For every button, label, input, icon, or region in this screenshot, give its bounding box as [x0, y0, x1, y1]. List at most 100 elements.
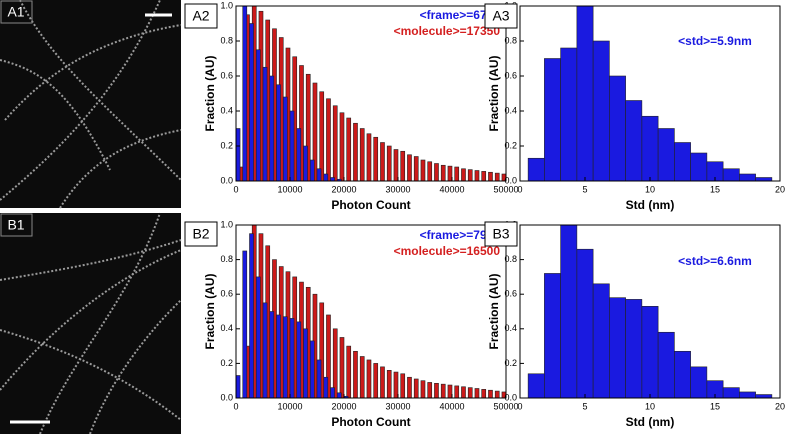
bar [657, 128, 675, 182]
x-tick-label: 30000 [385, 184, 410, 194]
bar [722, 168, 740, 182]
bar [323, 376, 329, 399]
bar [282, 96, 288, 182]
y-axis-label: Fraction (AU) [487, 56, 501, 132]
bar [440, 164, 446, 182]
bar [332, 105, 338, 182]
bar [366, 133, 372, 182]
bar [309, 340, 315, 399]
y-axis-label: Fraction (AU) [203, 274, 217, 350]
y-tick-label: 0.2 [504, 140, 517, 150]
bar [413, 378, 419, 399]
bar [461, 168, 466, 182]
y-tick-label: 1.0 [220, 0, 233, 10]
bar [690, 366, 708, 399]
bar [262, 302, 268, 399]
x-tick-label: 5 [582, 401, 587, 411]
bar [461, 386, 466, 399]
bar [609, 297, 626, 399]
bar [296, 321, 302, 399]
bar [407, 154, 412, 182]
y-tick-label: 0.2 [504, 358, 517, 368]
bar [413, 156, 419, 182]
bar [488, 171, 493, 182]
bar [454, 385, 460, 399]
bar [641, 115, 659, 182]
bar [269, 311, 275, 399]
x-tick-label: 50000 [493, 401, 518, 411]
bar [447, 384, 453, 399]
bar [303, 328, 308, 399]
y-tick-label: 0.8 [504, 35, 517, 45]
plot-frame [235, 5, 507, 182]
annotation: <std>=6.6nm [678, 254, 752, 268]
x-tick-label: 40000 [439, 401, 464, 411]
bar [674, 142, 691, 182]
x-axis-label: Photon Count [331, 415, 410, 429]
bar [326, 98, 331, 182]
bar [544, 58, 561, 182]
bar [576, 248, 594, 399]
x-tick-label: 20000 [331, 401, 356, 411]
x-tick-label: 15 [710, 401, 720, 411]
y-tick-label: 0.6 [220, 70, 233, 80]
bar [481, 389, 487, 399]
image-label: B1 [7, 217, 24, 233]
bar [755, 394, 773, 399]
y-tick-label: 0.0 [220, 175, 233, 185]
bar [609, 75, 626, 182]
panel-label-box [184, 221, 218, 247]
bar [373, 363, 379, 399]
y-tick-label: 0.0 [504, 392, 517, 402]
bar [366, 359, 372, 399]
x-tick-label: 50000 [493, 184, 518, 194]
x-tick-label: 40000 [439, 184, 464, 194]
bar [400, 373, 406, 399]
bar [235, 375, 241, 399]
y-tick-label: 0.0 [220, 392, 233, 402]
bar [336, 392, 342, 399]
histogram-panel: 0.0 0.2 0.4 0.6 0.8 1.0 0 10000 20000 30000 40000 5… [184, 219, 519, 429]
y-tick-label: 0.4 [504, 105, 517, 115]
y-tick-label: 0.8 [504, 254, 517, 264]
histogram-panel: 0.0 0.2 0.4 0.6 0.8 1.0 0 10000 20000 30000 40000 5… [184, 0, 519, 212]
panel-label-box [484, 221, 518, 247]
bar [722, 387, 740, 399]
x-axis-label: Photon Count [331, 198, 410, 212]
y-axis-label: Fraction (AU) [203, 56, 217, 132]
bar [474, 388, 480, 399]
x-tick-label: 10 [645, 401, 655, 411]
bar [427, 382, 433, 399]
y-tick-label: 0.6 [220, 289, 233, 299]
panel-label: B2 [192, 226, 209, 242]
annotation: <molecule>=17350 [394, 24, 501, 38]
bar [346, 345, 352, 399]
bar [242, 5, 248, 182]
bar [494, 390, 500, 399]
bar [323, 173, 329, 182]
bar [400, 150, 406, 182]
bar [755, 177, 773, 182]
bar [592, 283, 610, 399]
y-tick-label: 0.4 [220, 323, 233, 333]
bar [276, 314, 281, 399]
bar [276, 84, 281, 182]
bar [249, 233, 254, 399]
bar [739, 173, 756, 182]
bar [249, 23, 254, 182]
bar [560, 224, 578, 399]
x-tick-label: 0 [517, 184, 522, 194]
x-tick-label: 5 [582, 184, 587, 194]
bar [353, 350, 358, 399]
x-tick-label: 10 [645, 184, 655, 194]
bar [309, 159, 315, 182]
bar [407, 376, 412, 399]
bar [544, 273, 561, 399]
annotation: <molecule>=16500 [394, 244, 501, 258]
bar [330, 177, 335, 182]
bar [474, 170, 480, 182]
image-label: A1 [7, 4, 24, 20]
bar [420, 159, 426, 182]
x-tick-label: 20000 [331, 184, 356, 194]
